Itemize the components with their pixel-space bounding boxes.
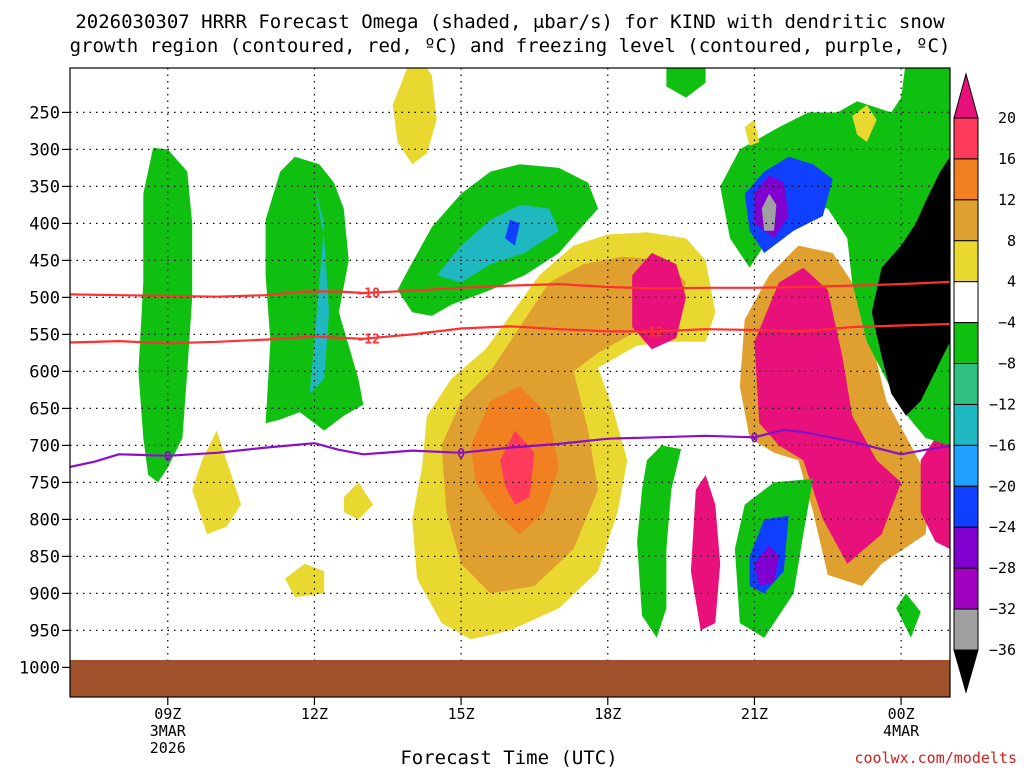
omega-region	[392, 68, 437, 165]
colorbar-swatch	[953, 526, 979, 569]
x-tick-label: 3MAR	[150, 722, 187, 740]
colorbar-label: 20	[998, 109, 1016, 127]
omega-region	[754, 267, 902, 564]
colorbar-label: 8	[1007, 232, 1016, 250]
x-axis-label: Forecast Time (UTC)	[400, 747, 617, 768]
colorbar-swatch	[953, 363, 979, 405]
omega-region	[871, 156, 950, 416]
ground-surface	[70, 660, 950, 697]
contour-line	[70, 428, 950, 468]
x-tick-label: 4MAR	[883, 722, 920, 740]
y-tick-label: 750	[29, 473, 60, 493]
colorbar-swatch	[953, 567, 979, 610]
contour-line	[70, 280, 950, 298]
colorbar-label: −4	[998, 314, 1016, 332]
omega-region	[138, 147, 193, 483]
y-tick-label: 650	[29, 399, 60, 419]
y-tick-label: 300	[29, 140, 60, 160]
y-axis: 250 300 350 400 450 500 550 600 650 700 750 800 850 9…	[19, 103, 70, 678]
colorbar-label: 4	[1007, 273, 1016, 291]
omega-region	[265, 156, 364, 431]
colorbar-swatch	[953, 117, 979, 160]
colorbar-swatch	[953, 240, 979, 283]
y-tick-label: 500	[29, 288, 60, 308]
omega-region	[852, 105, 877, 142]
colorbar-swatch	[953, 403, 979, 446]
omega-region	[192, 430, 242, 535]
colorbar: 20 16 12 8 4 −4 −8 −12 −16 −20 −24 −28 −32 −36	[953, 72, 1016, 694]
omega-region	[754, 545, 779, 586]
omega-region	[632, 253, 686, 350]
colorbar-label: 12	[998, 191, 1016, 209]
grid	[70, 68, 950, 697]
y-tick-label: 400	[29, 214, 60, 234]
omega-region	[761, 193, 777, 231]
plot-frame	[69, 67, 951, 698]
y-tick-label: 800	[29, 510, 60, 530]
y-tick-label: 1000	[19, 658, 60, 678]
colorbar-swatch	[953, 158, 979, 201]
x-tick-label: 2026	[150, 739, 186, 757]
contour-label: -12	[640, 325, 663, 340]
colorbar-label: −32	[989, 600, 1016, 618]
contour-label: -12	[356, 332, 379, 347]
omega-region	[500, 430, 535, 505]
x-tick-label: 12Z	[301, 705, 328, 723]
omega-region	[744, 119, 760, 146]
y-tick-label: 850	[29, 547, 60, 567]
colorbar-label: −12	[989, 395, 1016, 413]
chart-title-line1: 2026030307 HRRR Forecast Omega (shaded, …	[75, 11, 945, 33]
omega-region	[690, 475, 721, 631]
contour-label: 0	[164, 450, 172, 465]
omega-region	[896, 593, 921, 638]
y-tick-label: 250	[29, 103, 60, 123]
watermark: coolwx.com/modelts	[854, 749, 1017, 767]
colorbar-swatch	[953, 199, 979, 242]
colorbar-swatch	[953, 281, 979, 324]
y-tick-label: 950	[29, 621, 60, 641]
omega-region	[666, 68, 706, 98]
isotherm-contours: -18 -12 -12 0 0 0	[70, 280, 950, 468]
colorbar-swatch	[953, 485, 979, 528]
colorbar-label: −28	[989, 559, 1016, 577]
y-tick-label: 600	[29, 362, 60, 382]
colorbar-swatch	[953, 444, 979, 487]
y-tick-label: 900	[29, 584, 60, 604]
contour-label: 0	[457, 447, 465, 462]
colorbar-label: −20	[989, 477, 1016, 495]
x-tick-label: 21Z	[741, 705, 768, 723]
y-tick-label: 350	[29, 177, 60, 197]
omega-region	[343, 482, 374, 520]
contour-label: 0	[751, 431, 759, 446]
chart-title-line2: growth region (contoured, red, ºC) and f…	[70, 35, 951, 57]
colorbar-label: −24	[989, 518, 1016, 536]
x-tick-label: 00Z	[888, 705, 915, 723]
colorbar-swatch	[953, 608, 979, 651]
x-tick-label: 09Z	[154, 705, 181, 723]
colorbar-label: −8	[998, 355, 1016, 373]
colorbar-bottom-arrow	[953, 649, 979, 694]
contour-line	[70, 322, 950, 345]
omega-region	[436, 204, 559, 283]
colorbar-label: −36	[989, 641, 1016, 659]
y-tick-label: 450	[29, 251, 60, 271]
colorbar-swatch	[953, 322, 979, 365]
colorbar-label: 16	[998, 150, 1016, 168]
contour-label: -18	[356, 287, 380, 302]
x-tick-label: 15Z	[448, 705, 475, 723]
colorbar-label: −16	[989, 436, 1016, 454]
x-tick-label: 18Z	[594, 705, 621, 723]
y-tick-label: 700	[29, 436, 60, 456]
omega-region	[505, 219, 520, 246]
y-tick-label: 550	[29, 325, 60, 345]
omega-region	[637, 445, 682, 638]
